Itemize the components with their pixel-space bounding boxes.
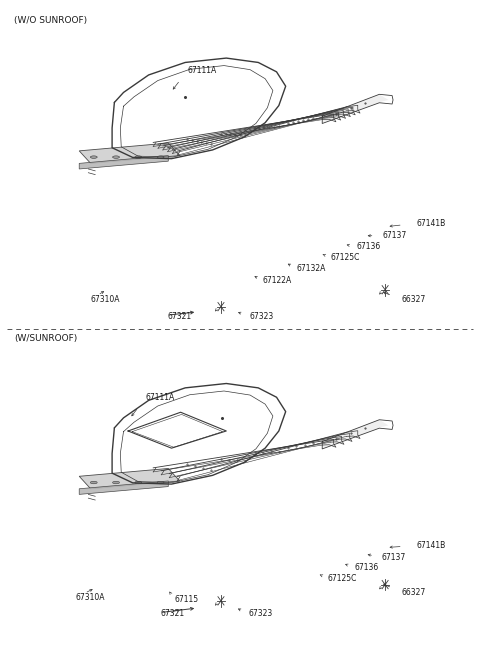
Text: 67141B: 67141B [416, 219, 445, 228]
Ellipse shape [135, 481, 142, 484]
Text: 67115: 67115 [175, 595, 199, 604]
Text: 66327: 66327 [402, 588, 426, 597]
Polygon shape [79, 155, 168, 169]
Text: 67323: 67323 [249, 609, 273, 618]
Ellipse shape [135, 156, 142, 159]
Ellipse shape [90, 156, 97, 159]
Polygon shape [322, 94, 388, 123]
Ellipse shape [113, 156, 120, 159]
Polygon shape [79, 468, 180, 489]
Text: 67125C: 67125C [330, 253, 360, 262]
Ellipse shape [90, 481, 97, 484]
Text: 67141B: 67141B [416, 541, 445, 550]
Text: 67136: 67136 [355, 563, 379, 572]
Polygon shape [79, 143, 180, 163]
Text: 67111A: 67111A [188, 66, 217, 75]
Text: (W/SUNROOF): (W/SUNROOF) [14, 334, 77, 343]
Text: 67321: 67321 [168, 312, 192, 321]
Polygon shape [322, 420, 388, 449]
Text: 67137: 67137 [383, 231, 407, 240]
Text: 67132A: 67132A [296, 264, 325, 272]
Ellipse shape [157, 156, 164, 159]
Polygon shape [79, 481, 168, 495]
Ellipse shape [113, 481, 120, 484]
Text: 66327: 66327 [402, 295, 426, 304]
Text: 67137: 67137 [382, 553, 406, 562]
Text: 67310A: 67310A [76, 593, 105, 602]
Ellipse shape [157, 481, 164, 484]
Text: 67122A: 67122A [263, 276, 292, 285]
Text: 67136: 67136 [357, 242, 381, 252]
Text: 67321: 67321 [160, 609, 184, 618]
Text: 67310A: 67310A [90, 295, 120, 304]
Text: 67111A: 67111A [146, 393, 175, 402]
Text: (W/O SUNROOF): (W/O SUNROOF) [14, 16, 87, 26]
Text: 67125C: 67125C [327, 574, 357, 582]
Text: 67323: 67323 [250, 312, 274, 321]
